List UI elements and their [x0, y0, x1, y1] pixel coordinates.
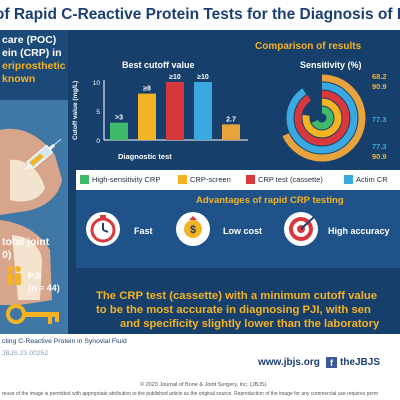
sens-label-2: 90.9 [372, 82, 387, 91]
bar-value-label: ≥10 [169, 74, 181, 81]
bar-0 [110, 122, 128, 140]
bar-value-label: ≥10 [197, 74, 209, 81]
sensitivity-chart-title: Sensitivity (%) [300, 60, 362, 70]
key-icon [6, 304, 59, 324]
legend-swatch-hs-crp [80, 175, 89, 184]
svg-text:$: $ [190, 224, 196, 236]
intro-box: care (POC) ein (CRP) in eriprosthetic kn… [0, 30, 68, 100]
y-tick-label: 5 [96, 109, 100, 116]
article-title: cting C-Reactive Protein in Synovial Flu… [2, 338, 127, 345]
pji-label: PJI [28, 271, 42, 281]
high-accuracy-icon [284, 212, 318, 246]
conclusion-box [68, 276, 400, 334]
ring-crp-cassette [294, 90, 350, 146]
conclusion-line-3: and specificity slightly lower than the … [120, 318, 380, 330]
sens-label-1: 68.2 [372, 72, 387, 81]
legend: High-sensitivity CRP CRP-screen CRP test… [76, 170, 400, 190]
bar-value-label: >3 [115, 115, 123, 122]
sensitivity-ring-chart [278, 74, 366, 162]
legend-actim-crp: Actim CR [356, 175, 388, 184]
social-handle[interactable]: theJBJS [340, 357, 381, 368]
intro-line-3: eriprosthetic [2, 60, 66, 72]
bar-value-label: ≥8 [143, 86, 151, 93]
sens-label-5: 90.9 [372, 152, 387, 161]
ring-crp-screen [302, 98, 342, 138]
cohort-line-1: total joint [2, 236, 50, 248]
y-tick-label: 10 [93, 80, 101, 87]
intro-line-2: ein (CRP) in [2, 47, 62, 59]
legend-crp-screen: CRP-screen [190, 175, 231, 184]
legend-swatch-crp-screen [178, 175, 187, 184]
bar-1 [138, 93, 156, 140]
fast-icon [86, 212, 120, 246]
sens-label-3: 77.3 [372, 115, 387, 124]
page-title: y of Rapid C-Reactive Protein Tests for … [0, 0, 400, 30]
website-link[interactable]: www.jbjs.org [258, 357, 320, 368]
ring-hs-crp [310, 106, 334, 130]
bar-3 [194, 82, 212, 140]
cutoff-chart-ylabel: Cutoff value (mg/L) [72, 80, 79, 140]
legend-hs-crp: High-sensitivity CRP [92, 175, 161, 184]
facebook-icon[interactable]: f [326, 357, 337, 368]
bar-value-label: 2.7 [226, 116, 236, 123]
legend-swatch-actim-crp [344, 175, 353, 184]
sens-label-4: 77.3 [372, 142, 387, 151]
cutoff-bar-chart: 0 5 10 >3 ≥8 ≥10 ≥10 2.7 [93, 74, 248, 145]
ring-actim-crp [286, 82, 358, 154]
advantage-low-cost: Low cost [223, 226, 263, 236]
advantages-box [76, 190, 400, 268]
advantages-heading: Advantages of rapid CRP testing [196, 195, 344, 206]
legend-swatch-crp-cassette [246, 175, 255, 184]
pji-count: (n = 44) [28, 283, 60, 293]
legend-crp-cassette: CRP test (cassette) [258, 175, 323, 184]
syringe-icon [24, 138, 62, 170]
conclusion-line-2: to be the most accurate in diagnosing PJ… [96, 304, 371, 316]
copyright: © 2023 Journal of Bone & Joint Surgery, … [140, 382, 267, 388]
y-tick-label: 0 [96, 138, 100, 145]
comparison-heading: Comparison of results [255, 41, 362, 52]
low-cost-icon: $ [176, 212, 210, 246]
cohort-line-2: 0) [2, 249, 12, 261]
ring-lab-crp [278, 74, 366, 162]
advantage-fast: Fast [134, 226, 153, 236]
conclusion-line-1: The CRP test (cassette) with a minimum c… [96, 290, 378, 302]
advantage-high-accuracy: High accuracy [328, 226, 390, 236]
intro-line-1: care (POC) [2, 34, 57, 46]
intro-line-4: known [2, 73, 36, 85]
cutoff-chart-title: Best cutoff value [122, 60, 195, 70]
bar-2 [166, 82, 184, 140]
people-icon [7, 266, 21, 285]
cutoff-chart-xlabel: Diagnostic test [118, 152, 172, 161]
article-doi: JBJS.23.00252 [2, 350, 49, 357]
bar-4 [222, 124, 240, 140]
permissions-note: reuse of the image is permitted with app… [2, 391, 379, 397]
footer: cting C-Reactive Protein in Synovial Flu… [0, 334, 400, 400]
